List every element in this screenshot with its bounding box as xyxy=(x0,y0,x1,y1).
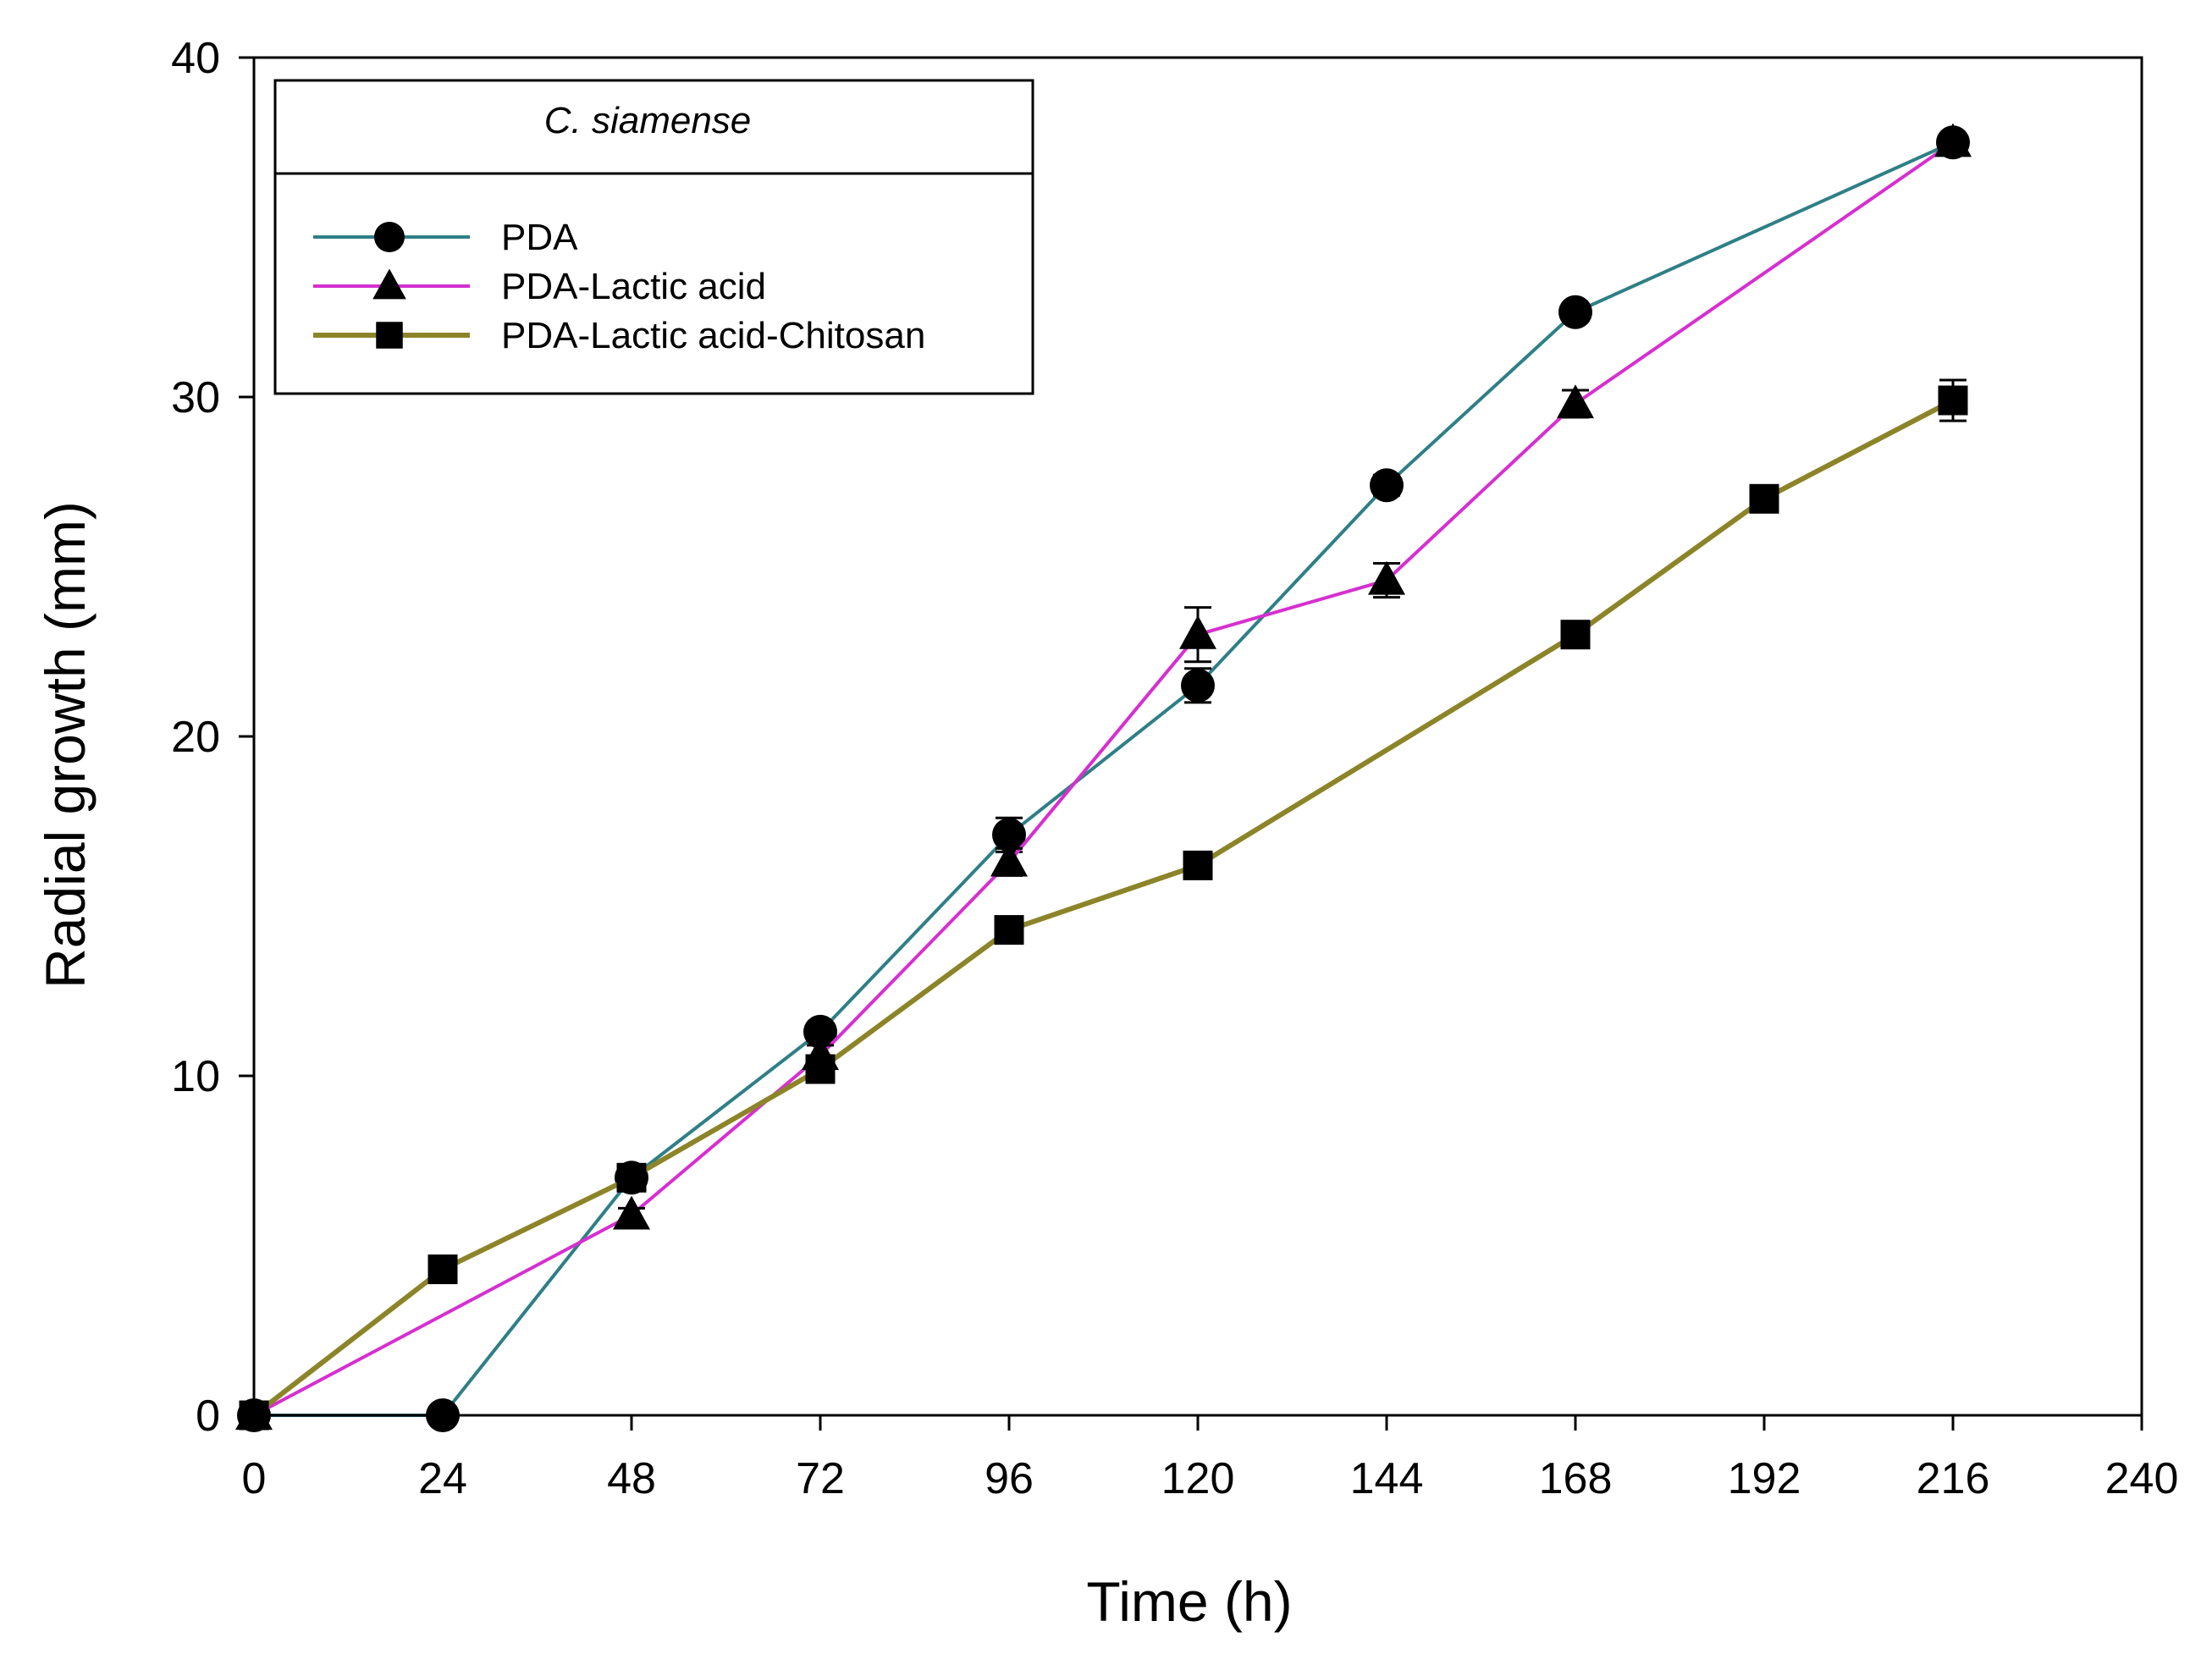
y-tick-label: 0 xyxy=(196,1392,220,1441)
x-tick-label: 216 xyxy=(1917,1454,1990,1503)
series-3 xyxy=(239,378,1968,1431)
data-point xyxy=(613,1195,650,1230)
legend-entry-3: PDA-Lactic acid-Chitosan xyxy=(313,315,925,356)
data-point xyxy=(1558,295,1592,329)
data-point xyxy=(1560,620,1591,650)
x-axis-title: Time (h) xyxy=(1086,1570,1292,1633)
data-point xyxy=(1557,384,1594,419)
legend-title: C. siamense xyxy=(544,100,752,141)
x-tick-label: 192 xyxy=(1728,1454,1801,1503)
x-tick-label: 48 xyxy=(607,1454,656,1503)
plot-area xyxy=(235,123,1972,1432)
data-point xyxy=(992,818,1026,852)
data-point xyxy=(1179,615,1216,649)
legend-marker xyxy=(374,222,405,252)
y-tick-label: 40 xyxy=(171,34,220,83)
data-point xyxy=(1938,385,1968,416)
y-axis-title: Radial growth (mm) xyxy=(34,501,97,989)
axes: 0 24 48 72 96 120 144 168 192 216 240 0 10 20 30 40 Time… xyxy=(34,34,2178,1633)
legend-label: PDA xyxy=(501,217,578,258)
legend-entry-2: PDA-Lactic acid xyxy=(313,266,766,307)
x-tick-label: 144 xyxy=(1350,1454,1424,1503)
x-tick-label: 0 xyxy=(242,1454,267,1503)
legend-marker xyxy=(376,322,403,349)
x-tick-label: 96 xyxy=(985,1454,1034,1503)
x-tick-label: 240 xyxy=(2105,1454,2179,1503)
legend-label: PDA-Lactic acid xyxy=(501,266,766,307)
legend: C. siamense PDA PDA-Lactic acid PDA-Lactic … xyxy=(273,79,1034,395)
legend-label: PDA-Lactic acid-Chitosan xyxy=(501,315,925,356)
x-tick-label: 72 xyxy=(796,1454,845,1503)
legend-marker xyxy=(372,268,406,300)
series-line xyxy=(253,141,1955,1417)
data-point xyxy=(428,1254,458,1285)
data-point xyxy=(1749,483,1779,514)
series-line xyxy=(252,398,1955,1418)
data-point xyxy=(994,915,1024,946)
x-tick-label: 24 xyxy=(418,1454,467,1503)
y-tick-label: 10 xyxy=(171,1052,220,1101)
data-point xyxy=(1368,560,1405,595)
data-point xyxy=(616,1162,647,1193)
data-point xyxy=(1181,668,1215,703)
data-point xyxy=(803,1014,837,1049)
data-point xyxy=(990,842,1028,877)
x-tick-label: 120 xyxy=(1161,1454,1235,1503)
x-tick-label: 168 xyxy=(1539,1454,1613,1503)
data-point xyxy=(805,1054,836,1084)
data-point xyxy=(1370,468,1404,503)
legend-entry-1: PDA xyxy=(313,217,578,258)
data-point xyxy=(1183,850,1213,880)
y-tick-label: 30 xyxy=(171,373,220,422)
y-tick-label: 20 xyxy=(171,713,220,762)
data-point xyxy=(1934,123,1972,157)
